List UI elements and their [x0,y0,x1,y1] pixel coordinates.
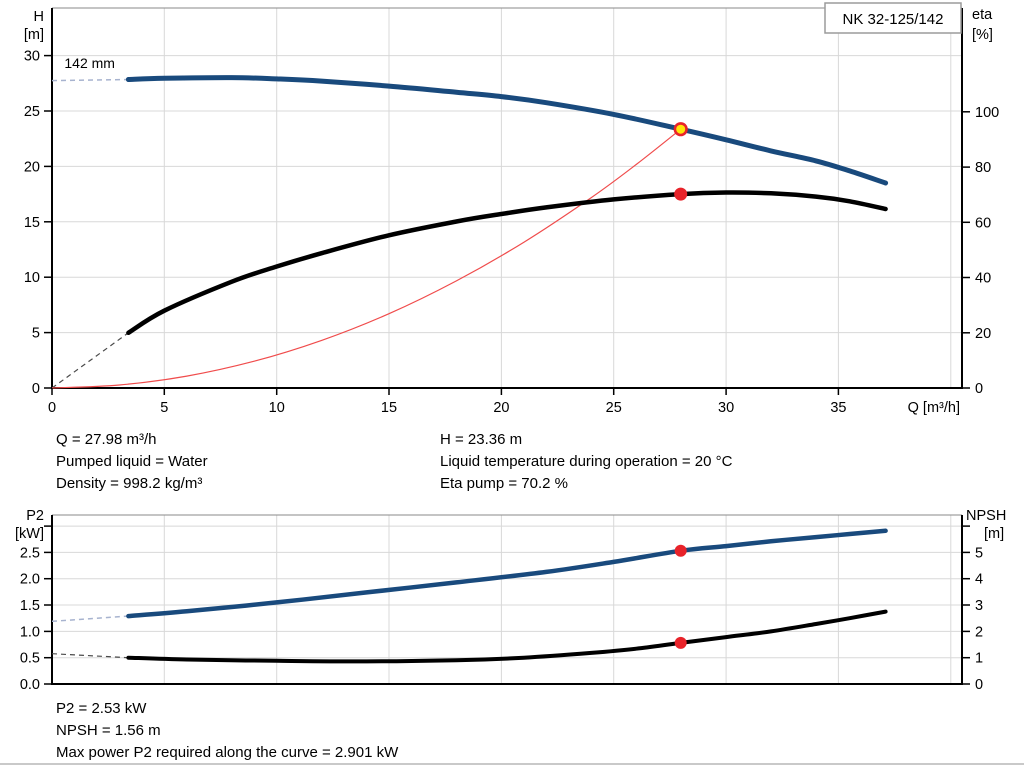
liquid-temp-line: Liquid temperature during operation = 20… [440,453,733,470]
max-power-line: Max power P2 required along the curve = … [56,744,399,761]
duty-h-line: H = 23.36 m [440,431,523,448]
y-left-tick-label: 2.5 [20,545,40,561]
duty-point-p2 [674,544,687,557]
p2-npsh-chart: 0.0 0.5 1.0 1.5 2.0 2.5 0 1 2 3 4 5 P2 [kW] NPSH [m] [15,508,1006,693]
impeller-size-label: 142 mm [64,55,115,71]
duty-point-head [673,122,688,137]
y-left-tick-label: 0.5 [20,651,40,667]
y-right-tick-label: 4 [975,572,983,588]
eta-curve-dashed [51,332,129,389]
y-right-tick-label: 100 [975,105,999,121]
y-right-axis-label: NPSH [966,508,1006,524]
y-left-tick-label: 1.5 [20,598,40,614]
x-tick-label: 0 [48,400,56,416]
eta-pump-line: Eta pump = 70.2 % [440,475,568,492]
y-right-tick-label: 2 [975,624,983,640]
npsh-curve [126,609,888,664]
duty-point-eta [674,187,688,201]
y-left-tick-label: 25 [24,104,40,120]
y-right-tick-label: 0 [975,677,983,693]
y-left-tick-label: 30 [24,49,40,65]
head-curve [125,75,889,186]
y-left-tick-label: 10 [24,270,40,286]
y-right-tick-label: 80 [975,160,991,176]
y-right-tick-label: 40 [975,271,991,287]
y-left-axis-label: H [34,9,44,25]
duty-q-line: Q = 27.98 m³/h [56,431,157,448]
y-right-tick-label: 60 [975,215,991,231]
y-left-tick-label: 0 [32,381,40,397]
y-left-tick-label: 5 [32,326,40,342]
pumped-liquid-line: Pumped liquid = Water [56,453,208,470]
duty-results-right: H = 23.36 m Liquid temperature during op… [440,429,732,495]
density-line: Density = 998.2 kg/m³ [56,475,203,492]
eta-curve [126,190,888,336]
y-right-axis-label: [%] [972,27,993,43]
y-left-tick-label: 0.0 [20,677,40,693]
pump-model-label: NK 32-125/142 [843,11,944,28]
p2-curve-dashed [51,615,129,623]
y-left-tick-label: 15 [24,215,40,231]
x-axis-label: Q [m³/h] [908,400,960,416]
y-right-axis-label: eta [972,7,993,23]
pump-model-badge [824,2,962,34]
x-tick-label: 10 [269,400,285,416]
y-right-tick-label: 3 [975,598,983,614]
y-right-axis-label: [m] [984,526,1004,542]
npsh-result-line: NPSH = 1.56 m [56,722,161,739]
y-left-tick-label: 20 [24,159,40,175]
p2-result-line: P2 = 2.53 kW [56,700,147,717]
duty-results-left: Q = 27.98 m³/h Pumped liquid = Water Den… [56,429,208,495]
y-left-axis-label: [kW] [15,526,44,542]
y-right-tick-label: 0 [975,381,983,397]
hq-eta-chart: 0 5 10 15 20 25 30 0 20 40 60 80 100 0 5 10 15 20 25 30 35 H [… [24,2,999,416]
y-left-tick-label: 1.0 [20,624,40,640]
y-left-axis-label: [m] [24,27,44,43]
x-tick-label: 15 [381,400,397,416]
panel-bottom-divider [0,763,1024,765]
y-right-tick-label: 5 [975,545,983,561]
y-right-tick-label: 1 [975,651,983,667]
power-results: P2 = 2.53 kW NPSH = 1.56 m Max power P2 … [56,698,398,764]
system-curve [51,128,682,389]
y-right-tick-label: 20 [975,326,991,342]
x-tick-label: 20 [493,400,509,416]
y-left-tick-label: 2.0 [20,572,40,588]
y-left-axis-label: P2 [26,508,44,524]
head-curve-dashed [51,78,129,82]
npsh-curve-dashed [51,653,129,659]
p2-curve [126,528,888,619]
duty-point-npsh [674,636,687,649]
x-tick-label: 5 [160,400,168,416]
x-tick-label: 30 [718,400,734,416]
x-tick-label: 25 [606,400,622,416]
x-tick-label: 35 [830,400,846,416]
